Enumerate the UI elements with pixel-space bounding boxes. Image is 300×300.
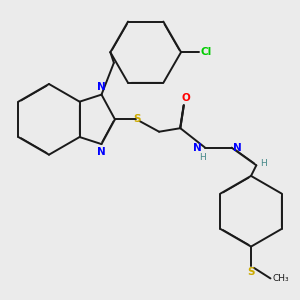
Text: N: N — [97, 147, 106, 157]
Text: N: N — [194, 142, 202, 153]
Text: N: N — [233, 142, 242, 153]
Text: Cl: Cl — [200, 47, 212, 57]
Text: H: H — [260, 159, 267, 168]
Text: S: S — [133, 114, 141, 124]
Text: N: N — [97, 82, 106, 92]
Text: H: H — [199, 153, 206, 162]
Text: CH₃: CH₃ — [272, 274, 289, 283]
Text: S: S — [247, 267, 255, 277]
Text: O: O — [181, 93, 190, 103]
